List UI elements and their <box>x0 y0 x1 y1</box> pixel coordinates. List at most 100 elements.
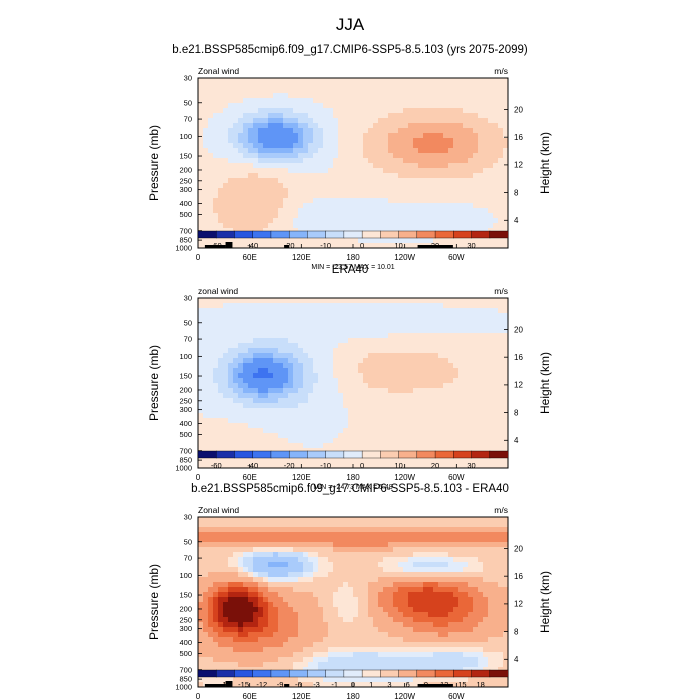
field-cell <box>488 423 494 429</box>
field-cell <box>283 218 289 224</box>
field-cell <box>228 388 234 394</box>
field-cell <box>318 348 324 354</box>
field-cell <box>298 438 304 444</box>
field-cell <box>208 318 214 324</box>
field-cell <box>243 183 249 189</box>
field-cell <box>383 228 389 234</box>
field-cell <box>433 458 439 464</box>
field-cell <box>278 103 284 109</box>
field-cell <box>453 308 459 314</box>
field-cell <box>373 428 379 434</box>
field-cell <box>353 223 359 229</box>
field-cell <box>393 123 399 129</box>
field-cell <box>233 393 239 399</box>
field-cell <box>343 522 349 528</box>
field-cell <box>363 183 369 189</box>
field-cell <box>278 527 284 533</box>
field-cell <box>428 433 434 439</box>
field-cell <box>398 243 404 249</box>
field-cell <box>293 98 299 104</box>
field-cell <box>448 313 454 319</box>
field-cell <box>393 158 399 164</box>
field-cell <box>398 213 404 219</box>
field-cell <box>433 328 439 334</box>
field-cell <box>233 343 239 349</box>
field-cell <box>413 428 419 434</box>
pressure-tick-label: 200 <box>179 386 192 395</box>
height-tick-label: 16 <box>514 353 523 362</box>
field-cell <box>333 458 339 464</box>
field-cell <box>383 532 389 538</box>
field-cell <box>433 542 439 548</box>
field-cell <box>198 313 204 319</box>
field-cell <box>273 517 279 523</box>
field-cell <box>413 353 419 359</box>
field-cell <box>273 348 279 354</box>
field-cell <box>458 223 464 229</box>
field-cell <box>358 398 364 404</box>
field-cell <box>403 113 409 119</box>
field-cell <box>463 238 469 244</box>
field-cell <box>388 188 394 194</box>
field-cell <box>493 93 499 99</box>
field-cell <box>478 448 484 454</box>
field-cell <box>223 148 229 154</box>
field-cell <box>233 428 239 434</box>
field-cell <box>288 547 294 553</box>
field-cell <box>273 308 279 314</box>
field-cell <box>273 547 279 553</box>
field-cell <box>318 113 324 119</box>
field-cell <box>433 203 439 209</box>
field-cell <box>463 243 469 249</box>
field-cell <box>373 393 379 399</box>
field-cell <box>353 552 359 558</box>
field-cell <box>438 418 444 424</box>
field-cell <box>388 463 394 469</box>
field-cell <box>498 218 504 224</box>
field-cell <box>478 198 484 204</box>
field-cell <box>398 537 404 543</box>
field-cell <box>373 438 379 444</box>
field-cell <box>293 537 299 543</box>
field-cell <box>493 148 499 154</box>
field-cell <box>458 557 464 563</box>
field-cell <box>283 158 289 164</box>
field-cell <box>408 103 414 109</box>
pressure-tick-label: 250 <box>179 396 192 405</box>
field-cell <box>273 552 279 558</box>
field-cell <box>473 348 479 354</box>
panel-title: b.e21.BSSP585cmip6.f09_g17.CMIP6-SSP5-8.… <box>191 483 509 495</box>
field-cell <box>343 443 349 449</box>
field-cell <box>388 153 394 159</box>
field-cell <box>308 183 314 189</box>
field-cell <box>483 108 489 114</box>
field-cell <box>253 193 259 199</box>
field-cell <box>218 562 224 568</box>
field-cell <box>483 238 489 244</box>
field-cell <box>503 198 509 204</box>
field-cell <box>358 308 364 314</box>
field-cell <box>418 363 424 369</box>
field-cell <box>218 537 224 543</box>
field-cell <box>228 348 234 354</box>
field-cell <box>463 388 469 394</box>
field-cell <box>343 228 349 234</box>
field-cell <box>213 393 219 399</box>
field-cell <box>338 373 344 379</box>
field-cell <box>423 328 429 334</box>
field-cell <box>343 193 349 199</box>
field-cell <box>488 517 494 523</box>
field-cell <box>288 557 294 563</box>
field-cell <box>378 338 384 344</box>
field-cell <box>418 98 424 104</box>
field-cell <box>393 428 399 434</box>
field-cell <box>298 373 304 379</box>
field-cell <box>198 163 204 169</box>
field-cell <box>303 388 309 394</box>
field-cell <box>483 193 489 199</box>
field-cell <box>473 123 479 129</box>
field-cell <box>258 557 264 563</box>
field-cell <box>378 368 384 374</box>
field-cell <box>273 353 279 359</box>
field-cell <box>288 433 294 439</box>
